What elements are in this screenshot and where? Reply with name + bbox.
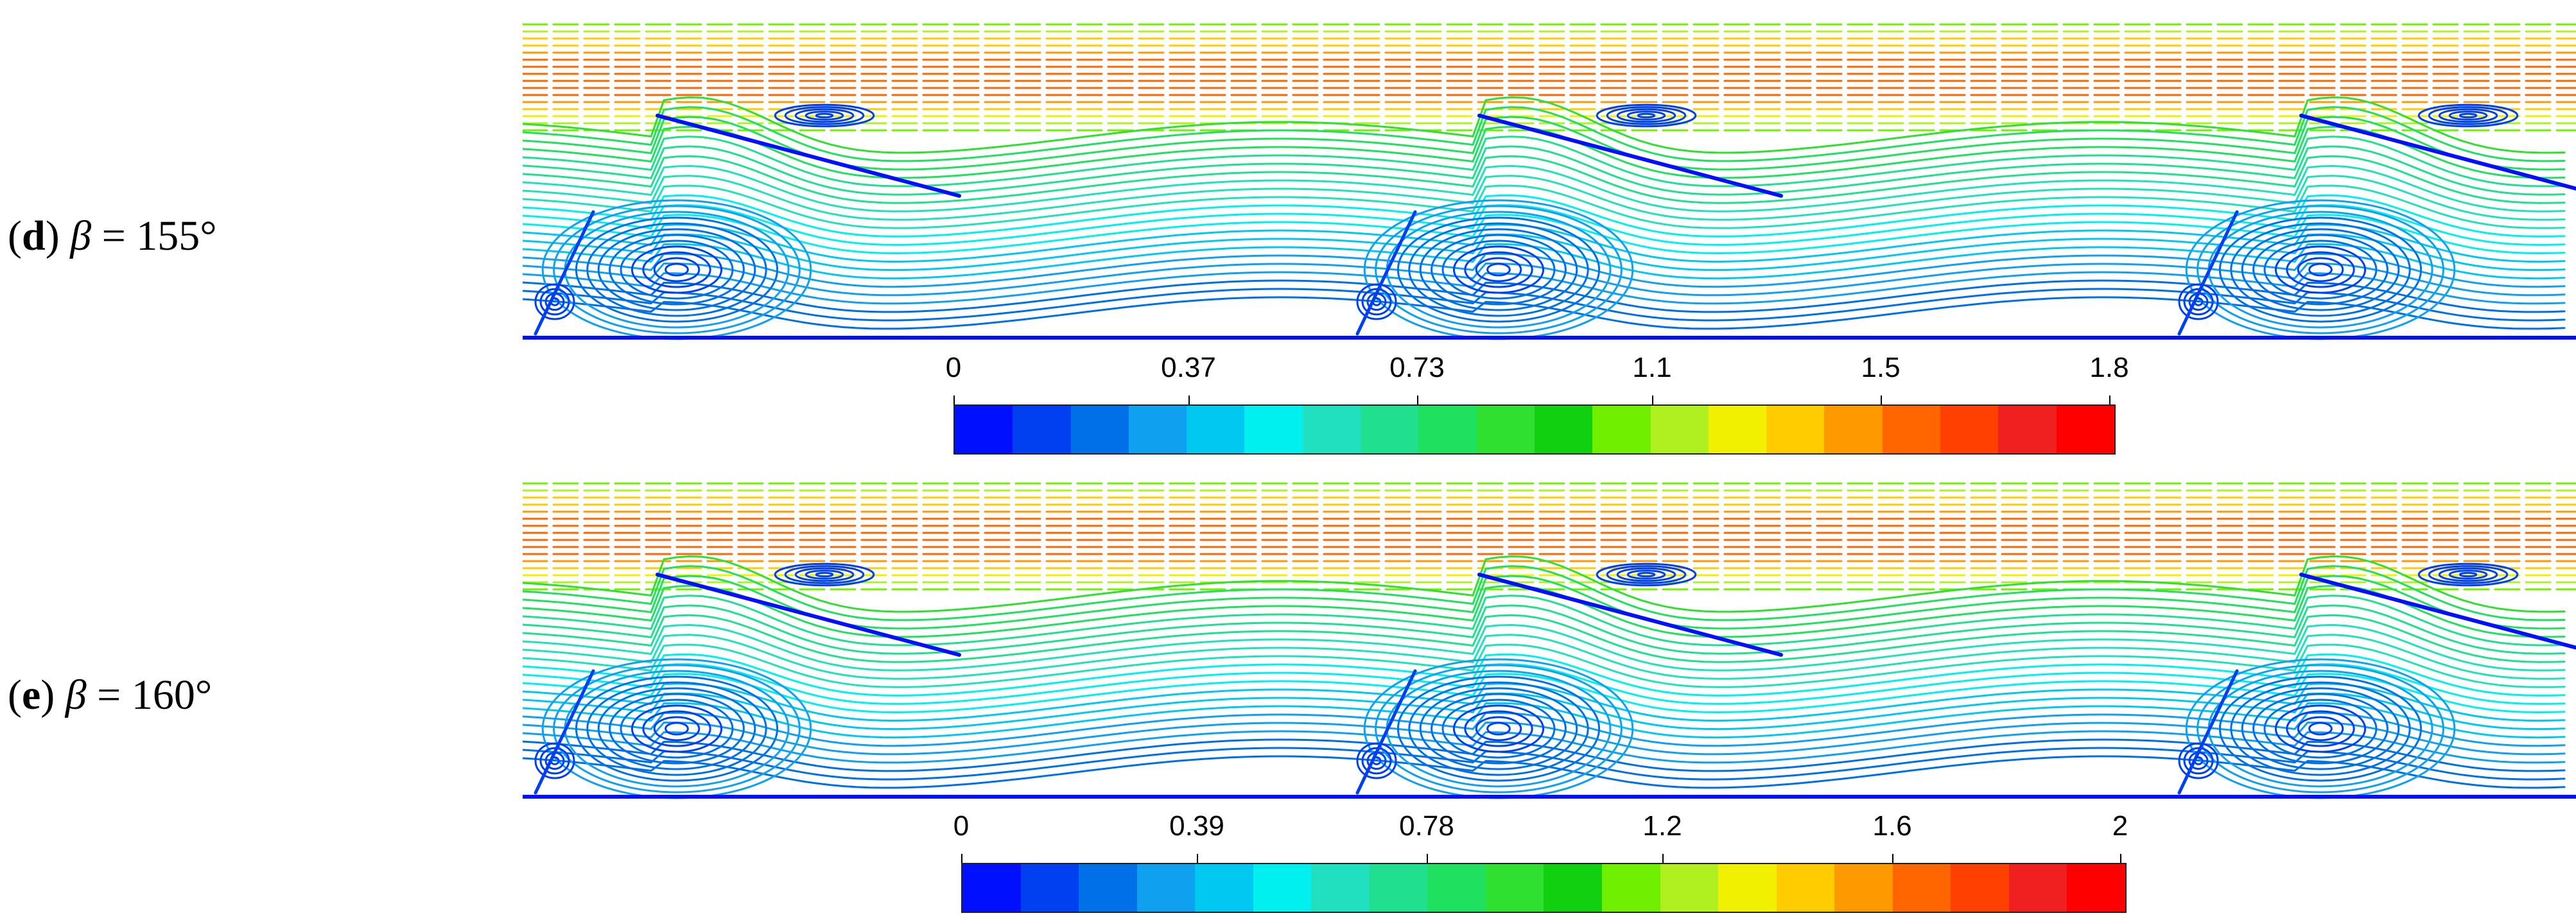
colorbar-swatch <box>1998 406 2057 453</box>
cbar-tick <box>1197 854 1198 863</box>
cbar-tick <box>1417 395 1418 404</box>
colorbar-swatch <box>1418 406 1477 453</box>
streamline-plot-d <box>523 19 2576 340</box>
colorbar-swatch <box>1427 864 1486 912</box>
cbar-tick <box>953 395 955 404</box>
colorbar-swatch <box>1369 864 1428 912</box>
colorbar-swatch <box>1136 864 1196 912</box>
cbar-tick <box>1892 854 1893 863</box>
cbar-tick <box>1652 395 1653 404</box>
colorbar-swatch <box>1718 864 1777 912</box>
colorbar-swatch <box>1660 864 1719 912</box>
colorbar-e: 0 0.39 0.78 1.2 1.6 2 <box>953 810 2128 913</box>
colorbar-d: 0 0.37 0.73 1.1 1.5 1.8 <box>946 352 2129 455</box>
cbar-tick <box>2109 395 2110 404</box>
colorbar-swatch <box>1951 864 2009 912</box>
colorbar-swatch <box>1602 864 1660 912</box>
colorbar-swatch <box>955 406 1013 453</box>
colorbar-strip-d <box>953 404 2116 455</box>
beta-value: 155° <box>136 213 217 259</box>
cbar-tick <box>2120 854 2121 863</box>
colorbar-swatch <box>1592 406 1651 453</box>
streamline-canvas <box>523 23 2576 340</box>
colorbar-swatch <box>1534 406 1593 453</box>
colorbar-swatch <box>2008 864 2067 912</box>
colorbar-swatch <box>1485 864 1544 912</box>
equals-sign: = <box>86 672 132 718</box>
colorbar-swatch <box>1253 864 1312 912</box>
cbar-tick-label: 1.2 <box>1642 810 1682 842</box>
cbar-tick-label: 0.78 <box>1399 810 1454 842</box>
cbar-tick <box>961 854 962 863</box>
colorbar-strip-e <box>961 863 2127 913</box>
colorbar-swatch <box>1476 406 1535 453</box>
colorbar-swatch <box>1070 406 1129 453</box>
colorbar-swatch <box>1187 406 1245 453</box>
panel-label-d: (d) β = 155° <box>8 213 217 259</box>
colorbar-swatch <box>1766 406 1825 453</box>
colorbar-swatch <box>1650 406 1709 453</box>
colorbar-swatch <box>2056 406 2114 453</box>
cbar-tick <box>1662 854 1664 863</box>
cbar-tick-label: 0.39 <box>1169 810 1224 842</box>
cbar-tick-label: 2 <box>2112 810 2128 842</box>
colorbar-swatch <box>1834 864 1893 912</box>
cbar-tick <box>1881 395 1882 404</box>
colorbar-swatch <box>1302 406 1361 453</box>
beta-symbol: β <box>65 672 87 718</box>
colorbar-swatch <box>1128 406 1187 453</box>
colorbar-swatch <box>1361 406 1419 453</box>
cbar-tick <box>1427 854 1428 863</box>
colorbar-swatch <box>1708 406 1767 453</box>
equals-sign: = <box>91 213 137 259</box>
colorbar-swatch <box>1013 406 1071 453</box>
streamline-plot-e <box>523 478 2576 799</box>
cbar-tick-label: 1.6 <box>1872 810 1912 842</box>
cbar-tick-label: 0.37 <box>1161 352 1216 383</box>
colorbar-swatch <box>1020 864 1079 912</box>
cbar-tick <box>1188 395 1190 404</box>
cbar-tick-label: 0 <box>953 810 970 842</box>
cbar-tick-label: 1.1 <box>1632 352 1672 383</box>
colorbar-swatch <box>1892 864 1951 912</box>
panel-label-e: (e) β = 160° <box>8 672 213 718</box>
colorbar-swatch <box>962 864 1021 912</box>
colorbar-swatch <box>2067 864 2125 912</box>
cbar-tick-label: 0 <box>945 352 962 383</box>
cbar-tick-label: 0.73 <box>1389 352 1445 383</box>
colorbar-swatch <box>1079 864 1137 912</box>
colorbar-swatch <box>1882 406 1941 453</box>
colorbar-swatch <box>1244 406 1303 453</box>
panel-letter: d <box>21 213 46 259</box>
colorbar-swatch <box>1776 864 1835 912</box>
beta-symbol: β <box>70 213 92 259</box>
colorbar-swatch <box>1940 406 1999 453</box>
colorbar-swatch <box>1544 864 1603 912</box>
colorbar-swatch <box>1195 864 1253 912</box>
colorbar-swatch <box>1824 406 1883 453</box>
beta-value: 160° <box>131 672 213 718</box>
streamline-canvas <box>523 482 2576 799</box>
panel-letter: e <box>21 672 41 718</box>
cbar-tick-label: 1.5 <box>1861 352 1901 383</box>
colorbar-swatch <box>1311 864 1370 912</box>
cbar-tick-label: 1.8 <box>2089 352 2129 383</box>
